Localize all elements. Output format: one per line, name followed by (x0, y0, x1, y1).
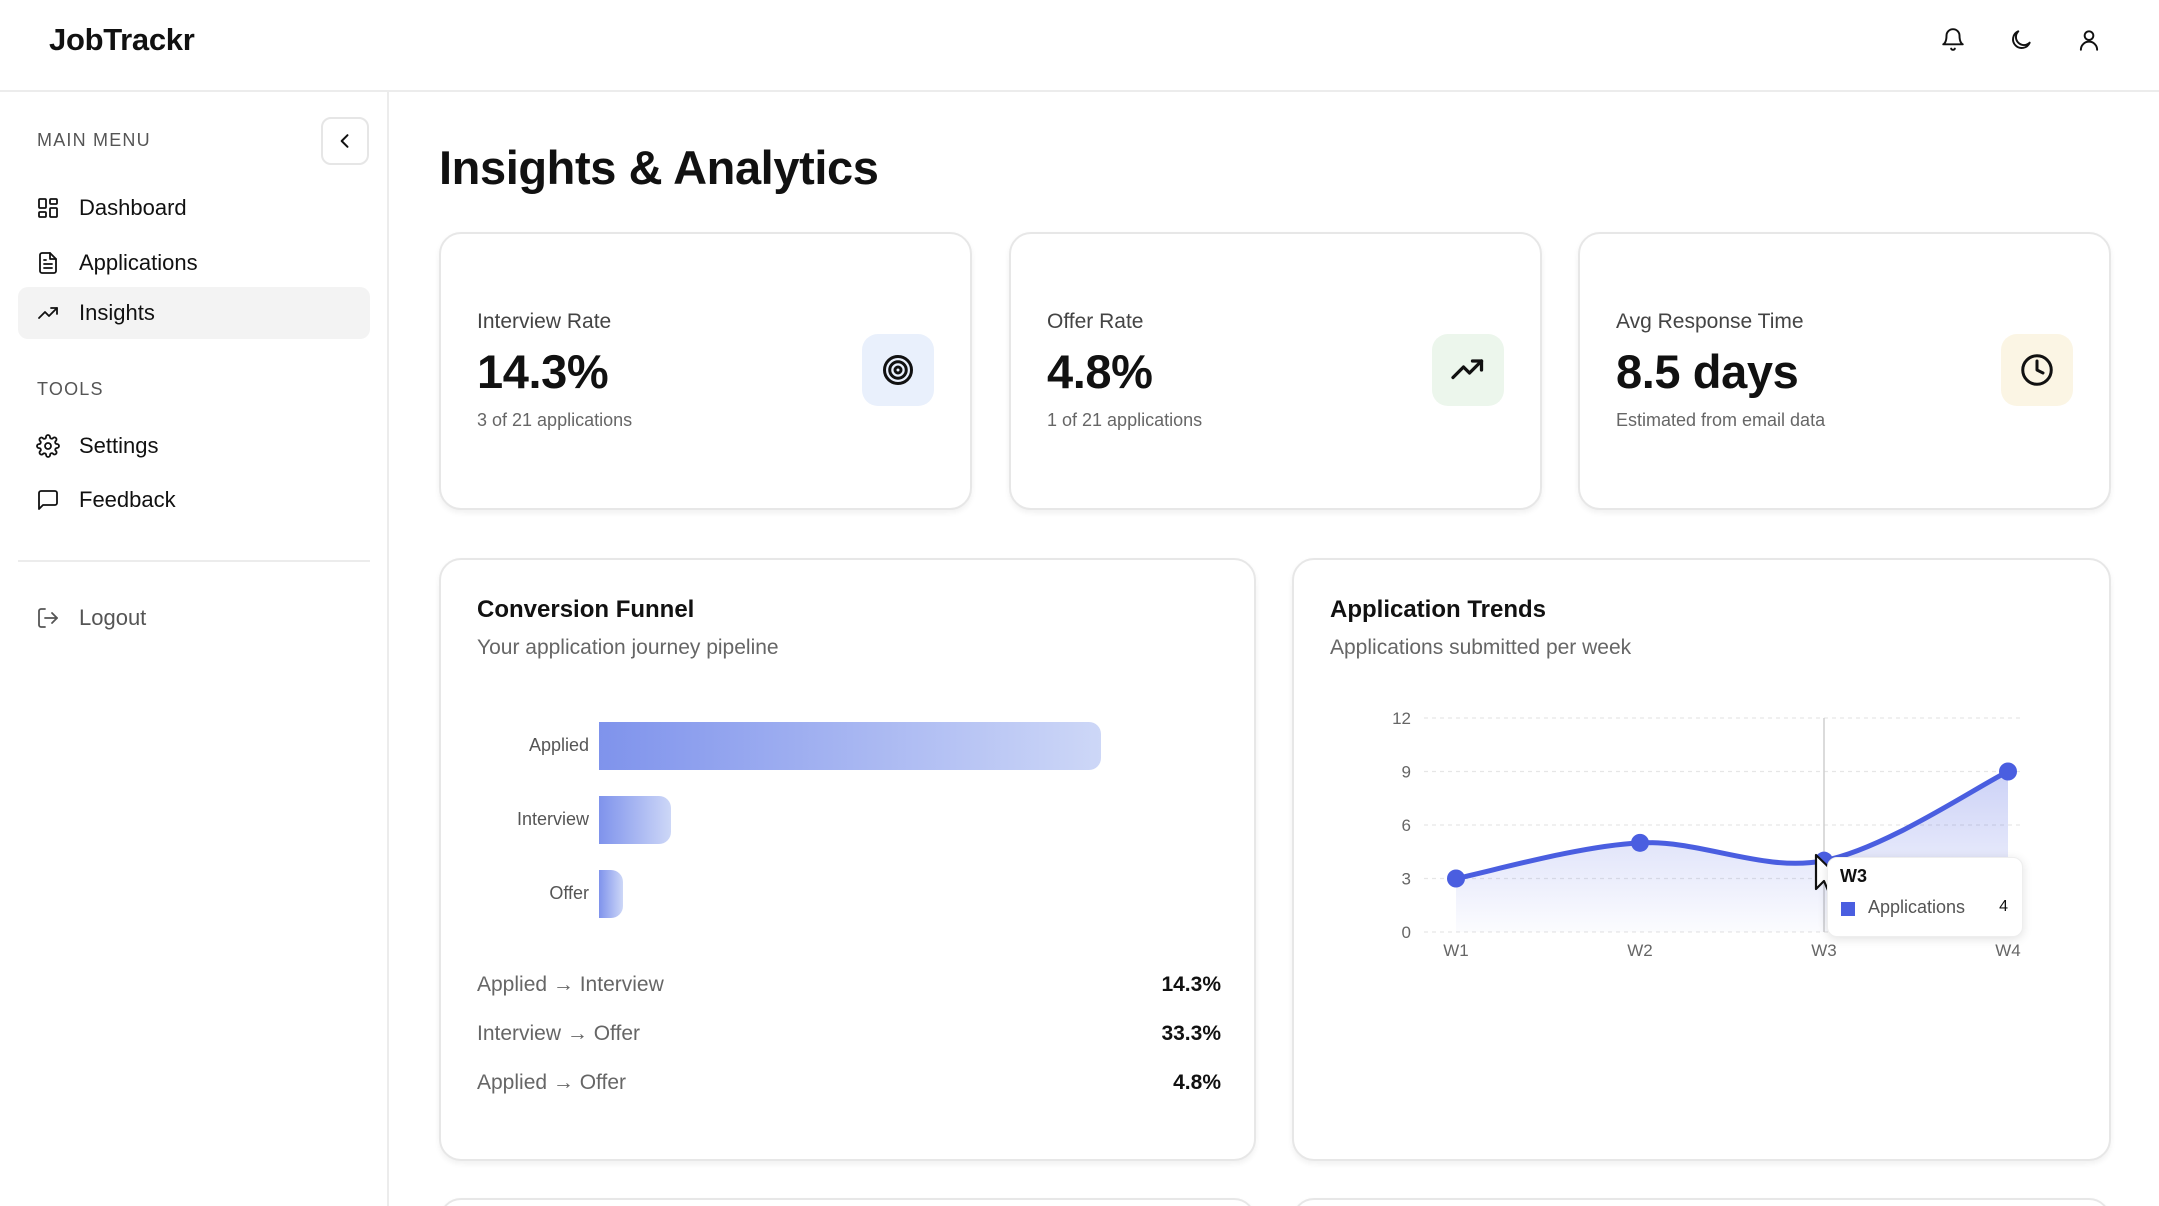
ratio-value: 33.3% (1161, 1022, 1221, 1045)
y-tick-label: 9 (1402, 763, 1411, 782)
stat-label: Interview Rate (477, 310, 612, 333)
logout-label: Logout (79, 605, 147, 630)
stat-card-interview-rate: Interview Rate 14.3% 3 of 21 application… (439, 232, 972, 510)
sidebar-item-label: Settings (79, 433, 159, 458)
y-tick-label: 3 (1402, 870, 1411, 889)
sidebar-item-label: Dashboard (79, 195, 187, 220)
tooltip-swatch (1841, 902, 1855, 916)
series-line (1453, 769, 2011, 881)
moon-icon[interactable] (2007, 26, 2035, 54)
sidebar-divider (18, 560, 370, 562)
file-icon (39, 252, 57, 274)
stat-subtitle: Estimated from email data (1616, 410, 1826, 430)
sidebar-item-dashboard[interactable]: Dashboard (18, 182, 370, 234)
gear-icon (36, 434, 60, 458)
ratio-value: 4.8% (1173, 1071, 1221, 1094)
stat-subtitle: 1 of 21 applications (1047, 410, 1203, 430)
chevron-left-icon (340, 134, 349, 148)
trends-title: Application Trends (1330, 596, 1547, 623)
tooltip-value: 4 (1999, 898, 2008, 915)
ratio-label: Applied → Offer (477, 1071, 627, 1094)
logout-icon (38, 608, 58, 628)
x-tick-label: W2 (1627, 941, 1653, 960)
ratio-label: Interview → Offer (477, 1022, 640, 1045)
stat-value: 8.5 days (1616, 345, 1799, 398)
sidebar-item-insights[interactable]: Insights (18, 287, 370, 339)
sidebar-item-applications[interactable]: Applications (18, 237, 370, 289)
stat-value: 14.3% (477, 345, 609, 398)
funnel-stage-label: Interview (516, 809, 589, 829)
conversion-funnel-card: Conversion Funnel Your application journ… (439, 558, 1256, 1161)
bell-icon[interactable] (1939, 26, 1967, 54)
page-title: Insights & Analytics (439, 141, 879, 194)
x-tick-label: W1 (1443, 941, 1469, 960)
user-icon[interactable] (2075, 26, 2103, 54)
message-icon (38, 490, 58, 510)
trending-up-icon (1432, 334, 1504, 406)
stat-card-avg-response: Avg Response Time 8.5 days Estimated fro… (1578, 232, 2111, 510)
ratio-row: Applied → Offer 4.8% (477, 1071, 1221, 1095)
bottom-card-right (1292, 1198, 2111, 1206)
y-tick-label: 6 (1402, 816, 1411, 835)
stat-subtitle: 3 of 21 applications (477, 410, 633, 430)
x-tick-label: W4 (1995, 941, 2021, 960)
logout-button[interactable]: Logout (18, 592, 370, 644)
sidebar-item-label: Feedback (79, 487, 176, 512)
grid-icon (38, 198, 58, 218)
sidebar-item-feedback[interactable]: Feedback (18, 474, 370, 526)
funnel-subtitle: Your application journey pipeline (477, 636, 779, 659)
funnel-bar[interactable] (599, 796, 671, 844)
sidebar: MAIN MENU Dashboard Applications Insight… (0, 92, 389, 1206)
funnel-stage-label: Applied (528, 735, 589, 755)
x-tick-label: W3 (1811, 941, 1837, 960)
funnel-bar[interactable] (599, 870, 623, 918)
header-actions (1939, 26, 2103, 54)
funnel-stage-label: Offer (549, 883, 589, 903)
application-trends-card: Application Trends Applications submitte… (1292, 558, 2111, 1161)
data-point[interactable] (1999, 762, 2017, 781)
bottom-card-left (439, 1198, 1256, 1206)
chart-tooltip: W3 Applications 4 (1827, 857, 2023, 937)
trends-subtitle: Applications submitted per week (1330, 636, 1632, 659)
y-tick-label: 12 (1392, 709, 1411, 728)
sidebar-item-settings[interactable]: Settings (18, 420, 370, 472)
trending-icon (38, 307, 58, 319)
target-icon (862, 334, 934, 406)
app-logo[interactable]: JobTrackr (49, 22, 195, 57)
tools-label: TOOLS (37, 379, 104, 399)
y-tick-label: 0 (1402, 923, 1411, 942)
data-point[interactable] (1631, 833, 1649, 852)
main-menu-label: MAIN MENU (37, 130, 151, 150)
sidebar-item-label: Insights (79, 300, 155, 325)
ratio-row: Applied → Interview 14.3% (477, 973, 1221, 997)
sidebar-item-label: Applications (79, 250, 198, 275)
ratio-value: 14.3% (1161, 973, 1221, 996)
stat-value: 4.8% (1047, 345, 1153, 398)
collapse-sidebar-button[interactable] (321, 117, 369, 165)
tooltip-series: Applications (1868, 897, 1966, 917)
stat-label: Avg Response Time (1616, 310, 1804, 333)
stat-label: Offer Rate (1047, 310, 1144, 333)
clock-icon (2001, 334, 2073, 406)
data-point[interactable] (1447, 869, 1465, 888)
ratio-row: Interview → Offer 33.3% (477, 1022, 1221, 1046)
stat-card-offer-rate: Offer Rate 4.8% 1 of 21 applications (1009, 232, 1542, 510)
funnel-bar[interactable] (599, 722, 1101, 770)
tooltip-title: W3 (1840, 866, 1867, 886)
top-bar: JobTrackr (0, 0, 2159, 92)
funnel-title: Conversion Funnel (477, 596, 695, 623)
ratio-label: Applied → Interview (477, 973, 664, 996)
